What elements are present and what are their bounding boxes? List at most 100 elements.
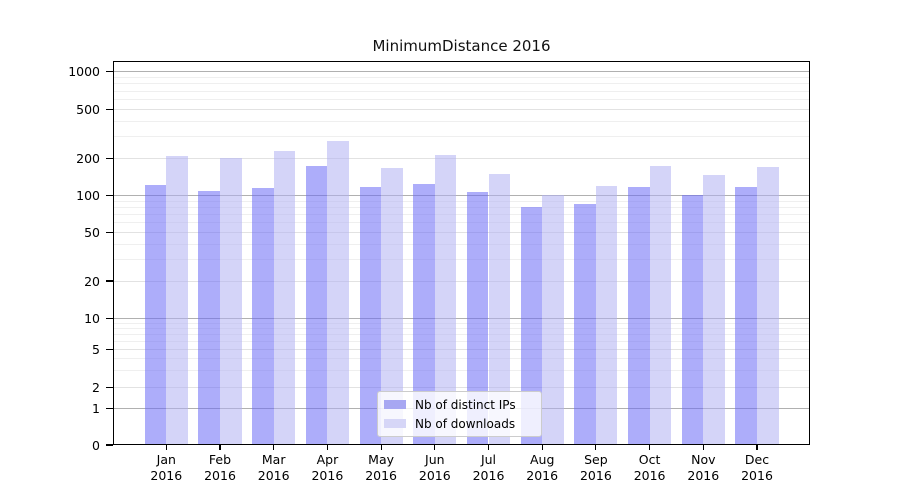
gridline-major: [114, 195, 809, 197]
legend-item-downloads: Nb of downloads: [384, 414, 541, 433]
gridline-minor: [114, 333, 809, 335]
x-tick-label: Apr 2016: [311, 452, 344, 483]
x-tick-label: Feb 2016: [204, 452, 236, 483]
bar-jun-distinct-ips: [413, 184, 435, 445]
legend-label-downloads: Nb of downloads: [415, 416, 516, 431]
x-tick-mark: [219, 445, 221, 450]
gridline-minor: [114, 322, 809, 324]
gridline-minor: [114, 243, 809, 245]
bar-jan-downloads: [166, 155, 188, 445]
bar-jun-downloads: [434, 155, 457, 445]
y-tick-mark: [106, 317, 113, 319]
x-tick-mark: [165, 445, 167, 450]
y-tick-mark: [106, 444, 113, 446]
bar-nov-downloads: [703, 174, 725, 445]
legend-item-distinct-ips: Nb of distinct IPs: [384, 395, 541, 414]
bar-dec-distinct-ips: [735, 186, 757, 445]
bar-sep-distinct-ips: [574, 204, 596, 445]
x-tick-mark: [649, 445, 651, 450]
gridline-minor: [114, 222, 809, 224]
y-tick-label: 10: [84, 310, 100, 326]
y-tick-label: 2: [92, 379, 100, 395]
bar-aug-distinct-ips: [520, 206, 543, 445]
y-tick-label: 100: [76, 188, 100, 204]
legend-swatch-downloads: [384, 419, 406, 428]
y-tick-label: 50: [84, 225, 100, 241]
bar-may-downloads: [381, 168, 403, 445]
y-tick-mark: [106, 108, 113, 110]
x-tick-mark: [380, 445, 382, 450]
bar-jan-distinct-ips: [144, 184, 167, 445]
gridline-minor: [114, 98, 809, 100]
x-tick-mark: [434, 445, 436, 450]
x-tick-label: Jul 2016: [472, 452, 505, 483]
gridline-mid: [114, 386, 809, 388]
y-tick-mark: [106, 386, 113, 388]
x-tick-mark: [595, 445, 597, 450]
gridline-minor: [114, 90, 809, 92]
y-tick-label: 1: [92, 400, 100, 416]
gridline-minor: [114, 214, 809, 216]
gridline-minor: [114, 369, 809, 371]
x-tick-label: May 2016: [365, 452, 397, 483]
gridline-mid: [114, 280, 809, 282]
bar-mar-distinct-ips: [252, 187, 274, 445]
bar-dec-downloads: [757, 166, 779, 445]
gridline-minor: [114, 259, 809, 261]
gridline-minor: [114, 136, 809, 138]
x-tick-label: Sep 2016: [579, 452, 612, 483]
y-tick-label: 5: [92, 341, 100, 357]
chart-title: MinimumDistance 2016: [372, 37, 551, 55]
x-tick-mark: [702, 445, 704, 450]
gridline-minor: [114, 340, 809, 342]
x-tick-mark: [326, 445, 328, 450]
gridline-major: [114, 317, 809, 319]
y-tick-label: 200: [76, 150, 100, 166]
gridline-minor: [114, 200, 809, 202]
gridline-mid: [114, 157, 809, 159]
bar-jul-distinct-ips: [466, 192, 489, 445]
x-tick-label: Aug 2016: [526, 452, 559, 483]
bar-apr-distinct-ips: [305, 165, 328, 445]
bar-may-distinct-ips: [359, 186, 382, 445]
y-tick-label: 500: [76, 101, 100, 117]
gridline-minor: [114, 358, 809, 360]
gridline-minor: [114, 120, 809, 122]
y-tick-mark: [106, 195, 113, 197]
x-tick-label: Dec 2016: [741, 452, 773, 483]
x-tick-label: Nov 2016: [687, 452, 720, 483]
legend-swatch-distinct-ips: [384, 400, 406, 409]
x-tick-mark: [273, 445, 275, 450]
x-tick-label: Jun 2016: [418, 452, 451, 483]
gridline-mid: [114, 108, 809, 110]
x-tick-mark: [487, 445, 490, 450]
y-tick-mark: [106, 71, 113, 73]
y-tick-label: 1000: [68, 64, 100, 80]
bar-nov-distinct-ips: [681, 195, 704, 445]
gridline-mid: [114, 348, 809, 350]
y-tick-mark: [106, 157, 113, 159]
x-tick-mark: [756, 445, 758, 450]
legend-label-distinct-ips: Nb of distinct IPs: [415, 397, 516, 412]
gridline-minor: [114, 83, 809, 85]
bar-feb-distinct-ips: [198, 191, 220, 445]
x-tick-mark: [541, 445, 543, 450]
gridline-major: [114, 71, 809, 73]
gridline-minor: [114, 76, 809, 78]
gridline-mid: [114, 232, 809, 234]
x-tick-label: Jan 2016: [150, 452, 183, 483]
y-tick-mark: [106, 280, 113, 282]
bar-jul-downloads: [488, 173, 511, 445]
legend: Nb of distinct IPs Nb of downloads: [377, 391, 542, 437]
gridline-minor: [114, 327, 809, 329]
bar-oct-downloads: [649, 165, 672, 445]
x-tick-label: Mar 2016: [257, 452, 290, 483]
y-tick-label: 0: [92, 437, 100, 453]
gridline-minor: [114, 207, 809, 209]
bar-sep-downloads: [595, 185, 618, 445]
bar-apr-downloads: [327, 140, 349, 445]
y-tick-mark: [106, 407, 113, 409]
y-tick-mark: [106, 232, 113, 234]
